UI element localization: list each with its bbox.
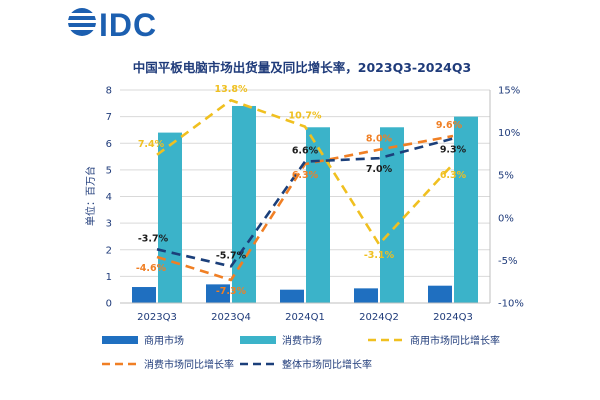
y2-tick-label: 10% [498, 128, 520, 139]
bar-commercial [132, 287, 156, 303]
y2-tick-label: 5% [498, 171, 514, 182]
x-tick-label: 2023Q4 [211, 312, 251, 323]
y-tick-label: 8 [106, 86, 112, 97]
y2-tick-label: -10% [498, 299, 524, 310]
y-tick-label: 0 [106, 299, 112, 310]
data-label: 7.0% [366, 164, 393, 175]
data-label: 6.6% [292, 146, 319, 157]
line-consumer-growth [156, 134, 454, 282]
data-label: 8.0% [366, 134, 393, 145]
y2-tick-label: 15% [498, 86, 520, 97]
y-tick-label: 4 [106, 192, 112, 203]
data-label: 9.3% [440, 145, 467, 156]
data-label: 9.6% [436, 120, 463, 131]
data-label: 6.3% [440, 170, 467, 181]
legend-label: 商用市场同比增长率 [410, 334, 500, 347]
x-tick-label: 2024Q3 [433, 312, 473, 323]
legend-label: 整体市场同比增长率 [282, 358, 372, 371]
y-tick-label: 6 [106, 139, 112, 150]
globe-icon [68, 8, 96, 36]
y-tick-label: 3 [106, 219, 112, 230]
data-label: 10.7% [289, 111, 322, 122]
y-tick-label: 5 [106, 165, 112, 176]
data-label: -7.3% [216, 286, 247, 297]
chart-title: 中国平板电脑市场出货量及同比增长率，2023Q3-2024Q3 [133, 60, 471, 75]
bar-consumer [232, 105, 256, 303]
legend-label: 消费市场同比增长率 [144, 358, 234, 371]
x-tick-label: 2023Q3 [137, 312, 177, 323]
data-label: -4.6% [136, 263, 167, 274]
idc-logo: IDC [68, 7, 157, 40]
data-label: -5.7% [216, 250, 247, 261]
y2-tick-label: -5% [498, 256, 517, 267]
y2-tick-label: 0% [498, 213, 514, 224]
bar-commercial [280, 289, 304, 303]
bar-consumer [454, 116, 478, 303]
y-tick-label: 2 [106, 245, 112, 256]
legend-swatch [102, 336, 138, 344]
legend-label: 消费市场 [282, 334, 322, 347]
data-label: -3.1% [364, 250, 395, 261]
line-overall-growth [156, 137, 454, 268]
bar-consumer [380, 127, 404, 304]
y-axis-label: 单位：百万台 [84, 166, 97, 226]
data-label: 6.3% [292, 170, 319, 181]
line-commercial-growth [156, 98, 454, 246]
logo-text: IDC [99, 7, 157, 40]
y-tick-label: 1 [106, 272, 112, 283]
bar-commercial [428, 285, 452, 303]
x-tick-label: 2024Q2 [359, 312, 399, 323]
data-label: 13.8% [215, 84, 248, 95]
y-tick-label: 7 [106, 112, 112, 123]
bar-commercial [354, 288, 378, 303]
data-label: 7.4% [138, 139, 165, 150]
bar-consumer [158, 132, 182, 303]
data-label: -3.7% [138, 233, 169, 244]
legend-swatch [240, 336, 276, 344]
x-tick-label: 2024Q1 [285, 312, 325, 323]
bar-commercial [206, 284, 230, 303]
legend-label: 商用市场 [144, 334, 184, 347]
bar-consumer [306, 127, 330, 304]
